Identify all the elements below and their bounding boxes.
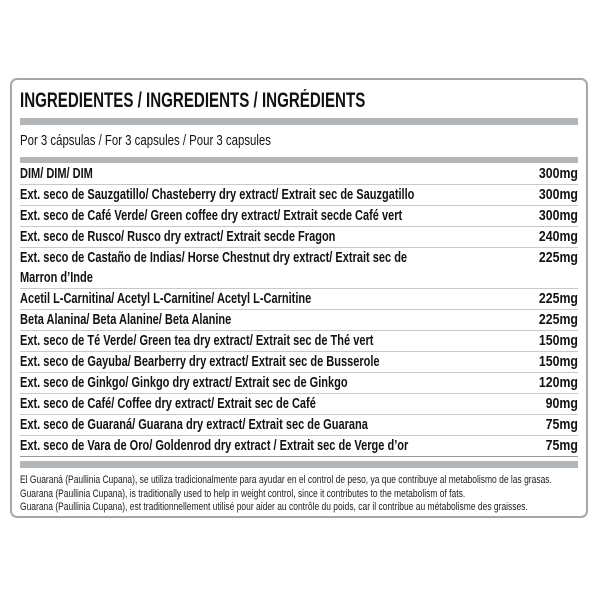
- ingredient-name: Ext. seco de Café Verde/ Green coffee dr…: [20, 206, 526, 226]
- footnote-fr-text: Guarana (Paullinia Cupana), est traditio…: [20, 501, 528, 514]
- footnote-en: Guarana (Paullinia Cupana), is tradition…: [20, 488, 578, 502]
- ingredient-amount: 120mg: [532, 373, 578, 393]
- ingredients-table: DIM/ DIM/ DIM 300mg Ext. seco de Sauzgat…: [20, 164, 578, 457]
- ingredient-row: Beta Alanina/ Beta Alanine/ Beta Alanine…: [20, 310, 578, 331]
- serving-size-text: Por 3 cápsulas / For 3 capsules / Pour 3…: [20, 132, 271, 149]
- ingredient-row: Ext. seco de Castaño de Indias/ Horse Ch…: [20, 248, 578, 289]
- ingredient-name: Ext. seco de Vara de Oro/ Goldenrod dry …: [20, 436, 534, 456]
- ingredient-name-text: Ext. seco de Café/ Coffee dry extract/ E…: [20, 396, 316, 412]
- ingredient-amount: 225mg: [532, 289, 578, 309]
- footnote-es-text: El Guaraná (Paullinia Cupana), se utiliz…: [20, 474, 552, 486]
- ingredient-name-text: Ext. seco de Té Verde/ Green tea dry ext…: [20, 333, 374, 349]
- ingredient-amount-text: 90mg: [545, 396, 578, 412]
- ingredient-row: DIM/ DIM/ DIM 300mg: [20, 164, 578, 185]
- ingredient-name-text: Ext. seco de Castaño de Indias/ Horse Ch…: [20, 250, 408, 266]
- ingredient-row: Ext. seco de Té Verde/ Green tea dry ext…: [20, 331, 578, 352]
- label-title: INGREDIENTES / INGREDIENTS / INGRÉDIENTS: [20, 88, 578, 114]
- ingredient-name: DIM/ DIM/ DIM: [20, 164, 526, 184]
- ingredient-amount-text: 300mg: [538, 208, 578, 224]
- ingredient-amount: 300mg: [532, 206, 578, 226]
- ingredient-row: Ext. seco de Gayuba/ Bearberry dry extra…: [20, 352, 578, 373]
- ingredient-name: Ext. seco de Ginkgo/ Ginkgo dry extract/…: [20, 373, 526, 393]
- ingredient-amount-text: 240mg: [538, 229, 578, 245]
- ingredient-row: Ext. seco de Vara de Oro/ Goldenrod dry …: [20, 436, 578, 457]
- ingredient-amount-text: 300mg: [538, 166, 578, 182]
- divider-bar-footnotes: [20, 461, 578, 468]
- ingredient-row: Ext. seco de Café Verde/ Green coffee dr…: [20, 206, 578, 227]
- ingredient-amount-text: 225mg: [538, 250, 578, 266]
- ingredient-name-text: Ext. seco de Sauzgatillo/ Chasteberry dr…: [20, 187, 415, 203]
- ingredient-name-text: Ext. seco de Vara de Oro/ Goldenrod dry …: [20, 438, 409, 454]
- ingredient-amount: 90mg: [540, 394, 578, 414]
- ingredient-amount: 225mg: [532, 310, 578, 330]
- footnote-es: El Guaraná (Paullinia Cupana), se utiliz…: [20, 474, 578, 488]
- ingredient-name-text: Acetil L-Carnitina/ Acetyl L-Carnitine/ …: [20, 291, 312, 307]
- footnote-en-text: Guarana (Paullinia Cupana), is tradition…: [20, 487, 466, 500]
- ingredient-amount-text: 150mg: [538, 354, 578, 370]
- ingredient-amount-text: 225mg: [538, 312, 578, 328]
- ingredient-name: Beta Alanina/ Beta Alanine/ Beta Alanine: [20, 310, 526, 330]
- ingredient-amount-text: 75mg: [545, 417, 578, 433]
- ingredient-amount-text: 150mg: [538, 333, 578, 349]
- ingredient-name-text: DIM/ DIM/ DIM: [20, 166, 93, 182]
- ingredient-name: Ext. seco de Rusco/ Rusco dry extract/ E…: [20, 227, 526, 247]
- ingredient-row: Ext. seco de Sauzgatillo/ Chasteberry dr…: [20, 185, 578, 206]
- divider-bar-title: [20, 118, 578, 125]
- ingredient-row: Ext. seco de Ginkgo/ Ginkgo dry extract/…: [20, 373, 578, 394]
- ingredient-name-text-line2: Marron d’Inde: [20, 270, 93, 286]
- ingredient-name: Ext. seco de Gayuba/ Bearberry dry extra…: [20, 352, 526, 372]
- ingredient-name-text: Ext. seco de Café Verde/ Green coffee dr…: [20, 208, 403, 224]
- ingredient-name-text: Ext. seco de Ginkgo/ Ginkgo dry extract/…: [20, 375, 348, 391]
- divider-bar-serving: [20, 157, 578, 163]
- serving-size: Por 3 cápsulas / For 3 capsules / Pour 3…: [20, 125, 578, 157]
- footnotes: El Guaraná (Paullinia Cupana), se utiliz…: [20, 468, 578, 515]
- ingredient-amount-text: 120mg: [538, 375, 578, 391]
- ingredient-amount-text: 75mg: [545, 438, 578, 454]
- ingredient-name-text: Ext. seco de Gayuba/ Bearberry dry extra…: [20, 354, 380, 370]
- ingredient-amount: 300mg: [532, 185, 578, 205]
- ingredient-amount: 75mg: [540, 436, 578, 456]
- ingredient-amount: 75mg: [540, 415, 578, 435]
- ingredient-name: Ext. seco de Café/ Coffee dry extract/ E…: [20, 394, 534, 414]
- ingredient-amount: 240mg: [532, 227, 578, 247]
- ingredient-name: Ext. seco de Guaraná/ Guarana dry extrac…: [20, 415, 534, 435]
- ingredient-name-text: Ext. seco de Rusco/ Rusco dry extract/ E…: [20, 229, 336, 245]
- ingredient-name: Acetil L-Carnitina/ Acetyl L-Carnitine/ …: [20, 289, 526, 309]
- ingredient-amount-text: 300mg: [538, 187, 578, 203]
- ingredient-amount: 225mg: [532, 248, 578, 268]
- ingredient-name-text: Ext. seco de Guaraná/ Guarana dry extrac…: [20, 417, 368, 433]
- ingredient-name: Ext. seco de Castaño de Indias/ Horse Ch…: [20, 248, 526, 288]
- ingredient-amount: 150mg: [532, 331, 578, 351]
- ingredient-name: Ext. seco de Sauzgatillo/ Chasteberry dr…: [20, 185, 526, 205]
- ingredient-row: Ext. seco de Café/ Coffee dry extract/ E…: [20, 394, 578, 415]
- ingredient-row: Ext. seco de Rusco/ Rusco dry extract/ E…: [20, 227, 578, 248]
- ingredient-row: Ext. seco de Guaraná/ Guarana dry extrac…: [20, 415, 578, 436]
- ingredient-name-text: Beta Alanina/ Beta Alanine/ Beta Alanine: [20, 312, 232, 328]
- label-title-text: INGREDIENTES / INGREDIENTS / INGRÉDIENTS: [20, 89, 366, 112]
- ingredient-amount-text: 225mg: [538, 291, 578, 307]
- ingredients-label-card: INGREDIENTES / INGREDIENTS / INGRÉDIENTS…: [10, 78, 588, 518]
- ingredient-amount: 150mg: [532, 352, 578, 372]
- ingredient-row: Acetil L-Carnitina/ Acetyl L-Carnitine/ …: [20, 289, 578, 310]
- ingredient-name: Ext. seco de Té Verde/ Green tea dry ext…: [20, 331, 526, 351]
- ingredient-amount: 300mg: [532, 164, 578, 184]
- footnote-fr: Guarana (Paullinia Cupana), est traditio…: [20, 501, 578, 515]
